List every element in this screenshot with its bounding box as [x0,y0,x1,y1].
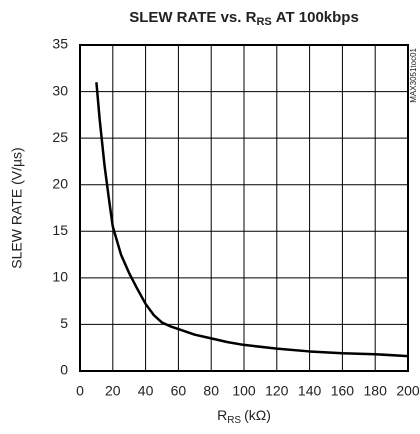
x-tick-label: 160 [331,383,355,399]
y-tick-label: 30 [52,82,68,98]
y-tick-label: 10 [52,269,68,285]
title-main: SLEW RATE vs. R [129,9,256,26]
xlabel-rest: (kΩ) [244,407,271,423]
x-tick-label: 200 [396,383,420,399]
plot-frame [79,44,409,372]
y-tick-label: 0 [60,362,68,378]
xlabel-main: R [217,407,227,423]
x-tick-label: 180 [364,383,388,399]
xlabel-subscript: RS [227,415,241,426]
line-series [95,82,409,358]
y-tick-label: 5 [60,315,68,331]
title-rest: AT 100kbps [276,9,359,26]
y-axis-label: SLEW RATE (V/µs) [9,147,25,268]
watermark: MAX3051toc01 [409,47,418,102]
y-tick-label: 15 [52,222,68,238]
y-tick-label: 35 [52,36,68,52]
x-tick-label: 120 [265,383,289,399]
x-tick-label: 80 [203,383,219,399]
y-tick-label: 25 [52,129,68,145]
x-tick-label: 60 [171,383,187,399]
x-tick-label: 100 [232,383,256,399]
x-tick-label: 20 [105,383,121,399]
x-tick-label: 140 [298,383,322,399]
x-tick-label: 40 [138,383,154,399]
title-subscript: RS [256,16,271,28]
chart-title: SLEW RATE vs. RRS AT 100kbps [129,9,359,28]
y-tick-label: 20 [52,175,68,191]
x-axis-label: RRS (kΩ) [217,407,271,426]
x-tick-label: 0 [76,383,84,399]
